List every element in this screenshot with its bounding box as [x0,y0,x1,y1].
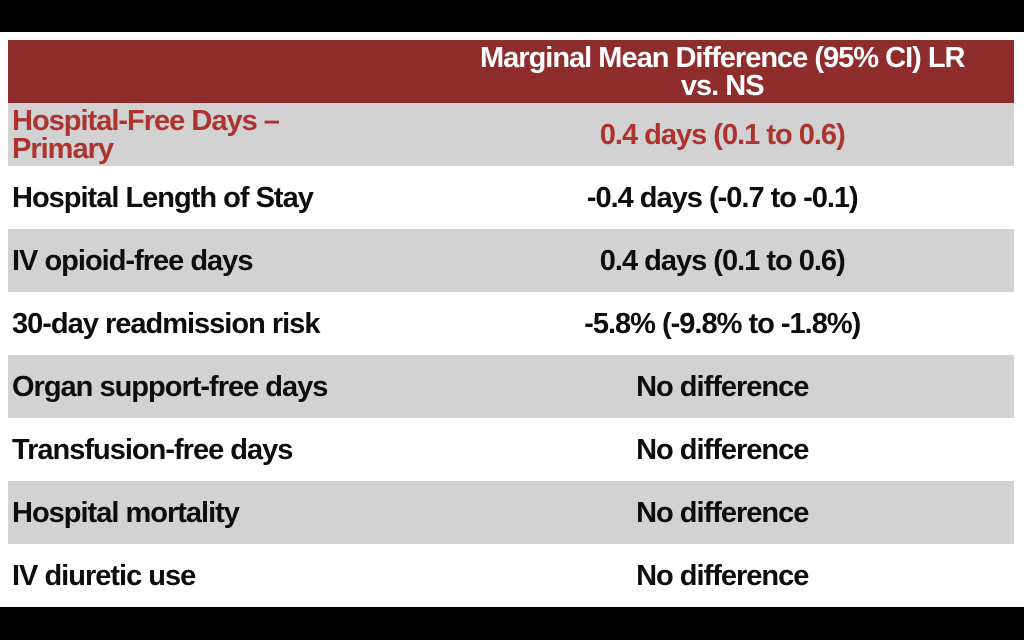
row-label: Hospital Length of Stay [12,181,314,214]
table-header-row: Marginal Mean Difference (95% CI) LR vs.… [8,40,1014,103]
row-label: Organ support-free days [12,370,328,403]
row-label: IV opioid-free days [12,244,253,277]
row-label: 30-day readmission risk [12,307,320,340]
table-row-readmission-risk: 30-day readmission risk -5.8% (-9.8% to … [8,292,1014,355]
row-value: -5.8% (-9.8% to -1.8%) [584,307,861,340]
header-value-cell: Marginal Mean Difference (95% CI) LR vs.… [480,41,966,102]
row-label: Hospital mortality [12,496,240,529]
row-value: 0.4 days (0.1 to 0.6) [599,244,846,277]
table-row-hospital-los: Hospital Length of Stay -0.4 days (-0.7 … [8,166,1014,229]
header-outcome-cell [8,40,431,103]
table-row-primary-outcome: Hospital-Free Days – Primary 0.4 days (0… [8,103,1014,166]
bottom-letterbox-bar [0,607,1024,640]
row-value: 0.4 days (0.1 to 0.6) [599,118,846,151]
row-value: No difference [636,433,809,466]
results-table: Marginal Mean Difference (95% CI) LR vs.… [8,40,1014,607]
row-value: No difference [636,370,809,403]
row-label: Transfusion-free days [12,433,293,466]
table-row-transfusion-free-days: Transfusion-free days No difference [8,418,1014,481]
top-letterbox-bar [0,0,1024,32]
row-value: No difference [636,559,809,592]
table-row-diuretic-use: IV diuretic use No difference [8,544,1014,607]
table-row-organ-support-free-days: Organ support-free days No difference [8,355,1014,418]
row-label: IV diuretic use [12,559,196,592]
table-row-opioid-free-days: IV opioid-free days 0.4 days (0.1 to 0.6… [8,229,1014,292]
row-value: No difference [636,496,809,529]
table-row-hospital-mortality: Hospital mortality No difference [8,481,1014,544]
row-label: Hospital-Free Days – Primary [12,104,280,165]
row-value: -0.4 days (-0.7 to -0.1) [586,181,859,214]
